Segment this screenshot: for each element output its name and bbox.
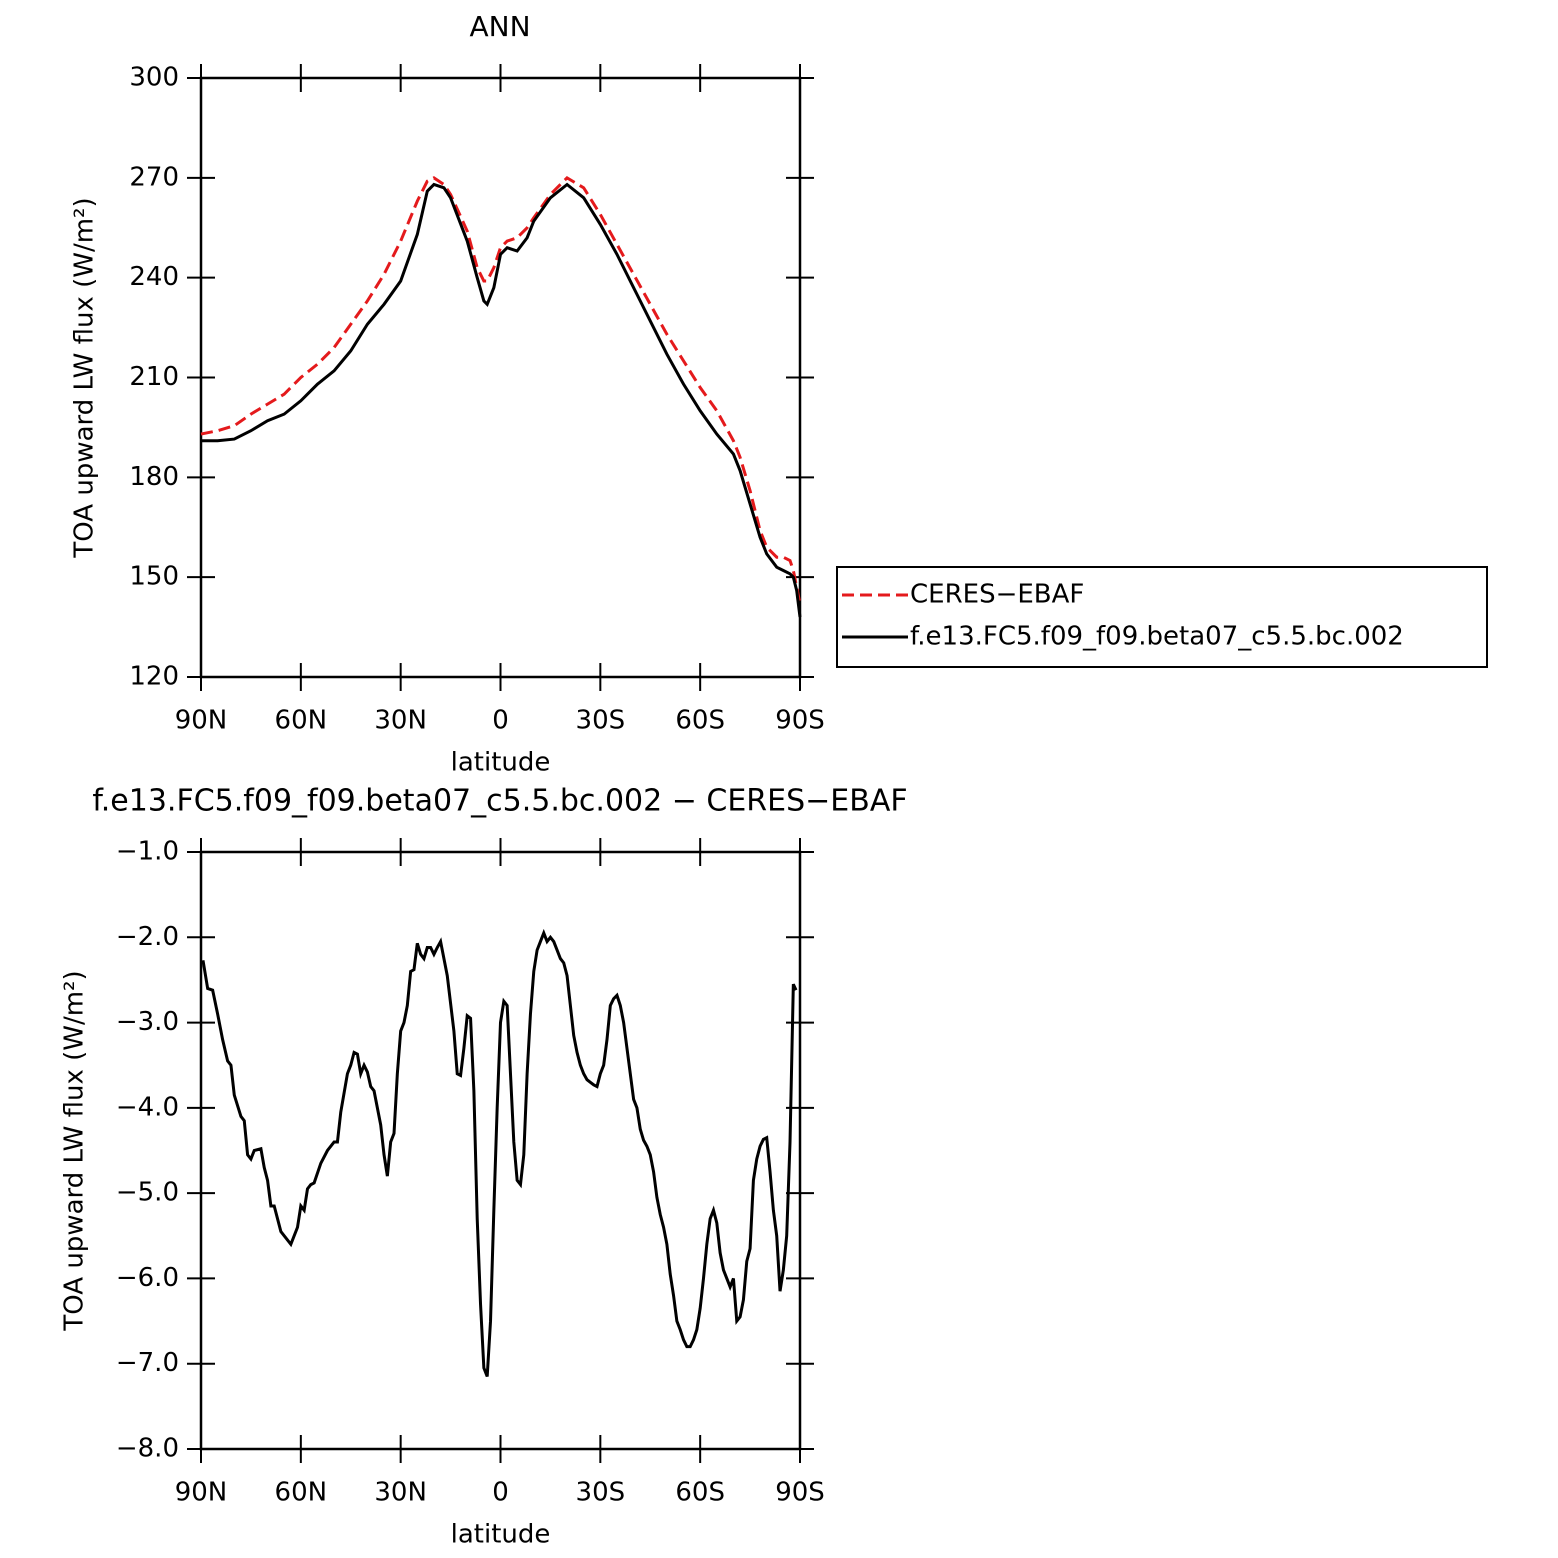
y-tick-label: −5.0 xyxy=(116,1178,179,1208)
x-tick-label: 0 xyxy=(492,706,509,736)
x-tick-label: 90N xyxy=(175,706,228,736)
data-line xyxy=(201,928,798,1378)
y-tick-label: −3.0 xyxy=(116,1007,179,1037)
x-axis-label: latitude xyxy=(451,748,551,778)
plot-frame xyxy=(199,850,802,1451)
data-line xyxy=(200,175,802,605)
x-tick-label: 60S xyxy=(675,1478,725,1508)
y-tick-label: −1.0 xyxy=(116,837,179,867)
y-tick-label: −8.0 xyxy=(116,1434,179,1464)
x-tick-label: 30S xyxy=(576,1478,626,1508)
x-tick-label: 60S xyxy=(675,706,725,736)
y-axis-label: TOA upward LW flux (W/m²) xyxy=(60,970,90,1331)
y-tick-label: −4.0 xyxy=(116,1092,179,1122)
chart-title: ANN xyxy=(469,10,530,43)
x-tick-label: 90S xyxy=(775,706,825,736)
x-tick-label: 60N xyxy=(275,706,328,736)
x-tick-label: 0 xyxy=(492,1478,509,1508)
y-tick-label: 240 xyxy=(129,262,179,292)
data-line xyxy=(201,182,802,618)
y-tick-label: −7.0 xyxy=(116,1348,179,1378)
y-tick-label: 210 xyxy=(129,362,179,392)
y-tick-label: 300 xyxy=(129,63,179,93)
x-tick-label: 30N xyxy=(374,1478,427,1508)
chart-title: f.e13.FC5.f09_f09.beta07_c5.5.bc.002 − C… xyxy=(92,784,907,819)
y-axis-label: TOA upward LW flux (W/m²) xyxy=(70,197,100,558)
y-tick-label: 120 xyxy=(129,662,179,692)
y-tick-label: 180 xyxy=(129,462,179,492)
x-tick-label: 60N xyxy=(275,1478,328,1508)
y-tick-label: −2.0 xyxy=(116,922,179,952)
x-axis-label: latitude xyxy=(451,1520,551,1550)
plot-frame xyxy=(199,76,802,679)
y-tick-label: −6.0 xyxy=(116,1263,179,1293)
legend-label: f.e13.FC5.f09_f09.beta07_c5.5.bc.002 xyxy=(910,622,1404,652)
y-tick-label: 150 xyxy=(129,562,179,592)
y-tick-label: 270 xyxy=(129,162,179,192)
legend-label: CERES−EBAF xyxy=(910,580,1084,610)
legend-box xyxy=(836,566,1488,668)
x-tick-label: 90S xyxy=(775,1478,825,1508)
x-tick-label: 30S xyxy=(576,706,626,736)
x-tick-label: 90N xyxy=(175,1478,228,1508)
x-tick-label: 30N xyxy=(374,706,427,736)
